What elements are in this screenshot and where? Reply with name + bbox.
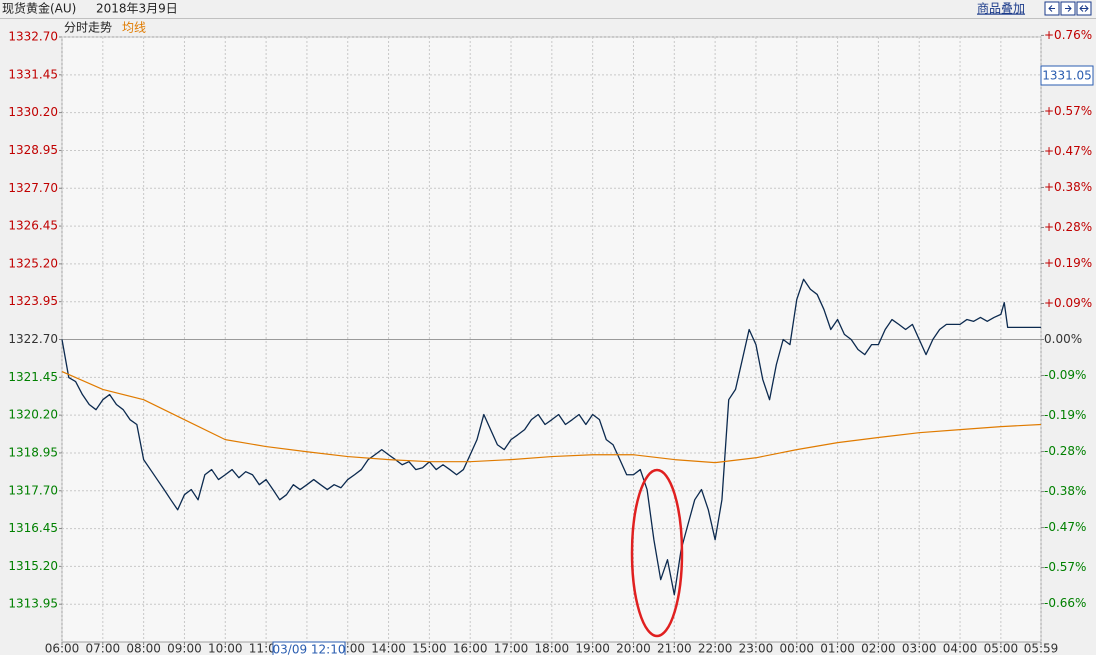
- y-tick-label: 1323.95: [8, 294, 58, 308]
- x-tick-label: 16:00: [453, 642, 488, 655]
- x-tick-label: 19:00: [575, 642, 610, 655]
- y2-tick-label: -0.09%: [1044, 368, 1086, 382]
- y2-tick-label: -0.19%: [1044, 408, 1086, 422]
- chart-date: 2018年3月9日: [96, 2, 178, 16]
- legend-entry: 均线: [122, 21, 146, 35]
- y-tick-label: 1320.20: [8, 408, 58, 422]
- x-tick-label: 07:00: [86, 642, 121, 655]
- x-tick-label: 02:00: [861, 642, 896, 655]
- crosshair-y-label: 1331.05: [1042, 69, 1092, 83]
- y-tick-label: 1322.70: [8, 332, 58, 346]
- y-tick-label: 1328.95: [8, 143, 58, 157]
- nav-left-icon: [1048, 5, 1055, 12]
- y2-tick-label: -0.47%: [1044, 520, 1086, 534]
- y2-tick-label: -0.28%: [1044, 444, 1086, 458]
- y-tick-label: 1327.70: [8, 181, 58, 195]
- y-tick-label: 1330.20: [8, 105, 58, 119]
- x-tick-label: 14:00: [371, 642, 406, 655]
- y2-tick-label: -0.38%: [1044, 484, 1086, 498]
- x-tick-label: 22:00: [698, 642, 733, 655]
- highlight-ellipse: [630, 468, 684, 638]
- crosshair-x-box: [272, 641, 346, 655]
- x-tick-label: 17:00: [494, 642, 529, 655]
- crosshair-x-label: 03/09 12:10: [273, 643, 346, 655]
- legend-entry: 分时走势: [64, 21, 112, 35]
- y-tick-label: 1316.45: [8, 521, 58, 535]
- nav-buttons: [1044, 1, 1092, 16]
- y-tick-label: 1315.20: [8, 559, 58, 573]
- x-tick-label: 21:00: [657, 642, 692, 655]
- x-tick-label: 09:00: [167, 642, 202, 655]
- y-tick-label: 1326.45: [8, 219, 58, 233]
- x-tick-label: 05:59: [1024, 642, 1059, 655]
- y2-tick-label: 0.00%: [1044, 332, 1082, 346]
- series-line: [61, 371, 1042, 464]
- nav-right-icon: [1065, 5, 1072, 12]
- y-tick-label: 1331.45: [8, 67, 58, 81]
- y2-tick-label: -0.66%: [1044, 596, 1086, 610]
- x-tick-label: 08:00: [126, 642, 161, 655]
- y-tick-label: 1317.70: [8, 483, 58, 497]
- x-tick-label: 01:00: [820, 642, 855, 655]
- x-tick-label: 10:00: [208, 642, 243, 655]
- x-tick-label: 04:00: [943, 642, 978, 655]
- y2-tick-label: +0.47%: [1044, 144, 1092, 158]
- y2-tick-label: +0.38%: [1044, 180, 1092, 194]
- y-tick-label: 1321.45: [8, 370, 58, 384]
- y2-tick-label: +0.57%: [1044, 104, 1092, 118]
- y-tick-label: 1325.20: [8, 256, 58, 270]
- chart-title: 现货黄金(AU): [2, 1, 76, 16]
- series-line: [61, 278, 1041, 596]
- x-tick-label: 06:00: [45, 642, 80, 655]
- nav-expand-icon: [1079, 5, 1089, 12]
- y2-tick-label: +0.28%: [1044, 220, 1092, 234]
- x-tick-label: 18:00: [535, 642, 570, 655]
- x-tick-label: 15:00: [412, 642, 447, 655]
- y2-tick-label: +0.19%: [1044, 256, 1092, 270]
- crosshair-y-box: [1040, 65, 1094, 86]
- x-tick-label: 03:00: [902, 642, 937, 655]
- overlay-button[interactable]: 商品叠加: [977, 1, 1025, 16]
- y-tick-label: 1318.95: [8, 445, 58, 459]
- y2-tick-label: +0.76%: [1044, 28, 1092, 42]
- y2-tick-label: +0.09%: [1044, 296, 1092, 310]
- x-tick-label: 00:00: [779, 642, 814, 655]
- x-tick-label: 23:00: [739, 642, 774, 655]
- series-lines: [61, 278, 1042, 596]
- y-tick-label: 1313.95: [8, 597, 58, 611]
- y2-tick-label: -0.57%: [1044, 560, 1086, 574]
- y-tick-label: 1332.70: [8, 30, 58, 44]
- x-tick-label: 05:00: [984, 642, 1019, 655]
- x-tick-label: 20:00: [616, 642, 651, 655]
